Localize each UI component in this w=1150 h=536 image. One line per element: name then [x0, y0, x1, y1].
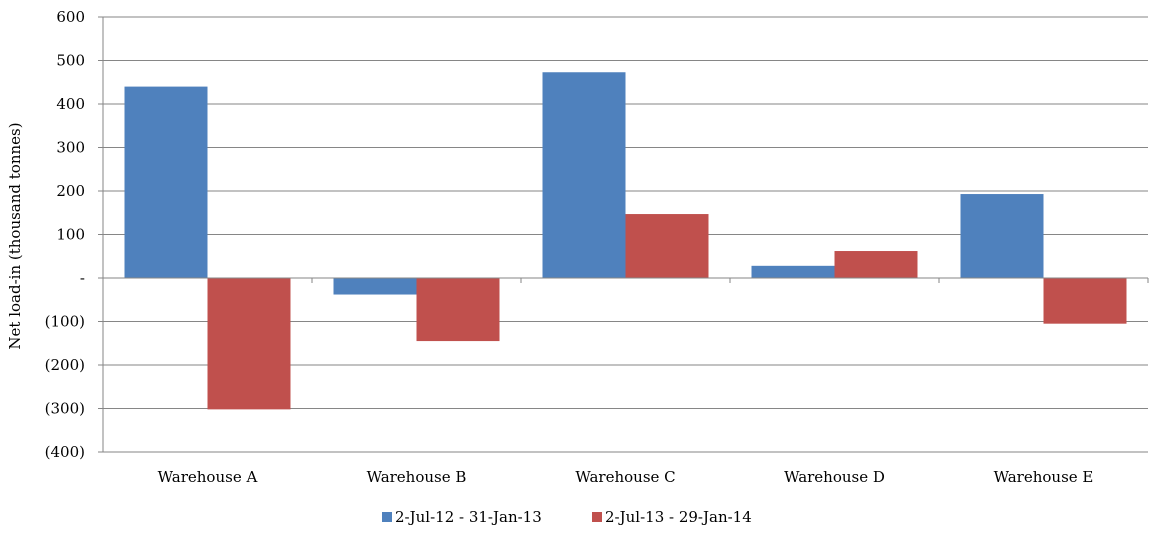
y-tick-label: (100) — [45, 313, 85, 331]
y-tick-label: (400) — [45, 443, 85, 461]
bar — [625, 214, 709, 278]
legend-label: 2-Jul-13 - 29-Jan-14 — [605, 508, 752, 526]
axes — [102, 17, 1148, 452]
y-tick-label: 400 — [56, 95, 85, 113]
y-axis-label: Net load-in (thousand tonnes) — [6, 122, 24, 349]
bar — [416, 278, 500, 342]
y-tick-label: 500 — [56, 52, 85, 70]
y-tick-label: (300) — [45, 400, 85, 418]
bar — [542, 72, 626, 279]
bar — [960, 194, 1044, 278]
y-tick-label: 600 — [56, 8, 85, 26]
bar — [124, 86, 208, 278]
bar — [207, 278, 291, 410]
bar — [834, 251, 918, 278]
legend: 2-Jul-12 - 31-Jan-13 2-Jul-13 - 29-Jan-14 — [382, 508, 752, 526]
y-tick-label: - — [80, 269, 85, 287]
legend-swatch — [592, 512, 602, 522]
y-tick-label: 300 — [56, 139, 85, 157]
y-tick-label: 200 — [56, 182, 85, 200]
x-tick-label: Warehouse A — [158, 468, 258, 486]
bar — [1043, 278, 1127, 324]
y-axis-ticks: 600 500 400 300 200 100 - (100) (200) (300) (400) — [45, 8, 103, 461]
y-tick-label: (200) — [45, 356, 85, 374]
x-tick-label: Warehouse E — [994, 468, 1094, 486]
bar — [333, 278, 417, 295]
x-tick-label: Warehouse C — [575, 468, 675, 486]
bar — [751, 265, 835, 278]
legend-label: 2-Jul-12 - 31-Jan-13 — [395, 508, 542, 526]
x-tick-label: Warehouse B — [367, 468, 467, 486]
x-axis-ticks: Warehouse A Warehouse B Warehouse C Warehou… — [102, 278, 1149, 486]
bars — [124, 72, 1127, 410]
y-tick-label: 100 — [56, 226, 85, 244]
x-tick-label: Warehouse D — [784, 468, 885, 486]
legend-swatch — [382, 512, 392, 522]
